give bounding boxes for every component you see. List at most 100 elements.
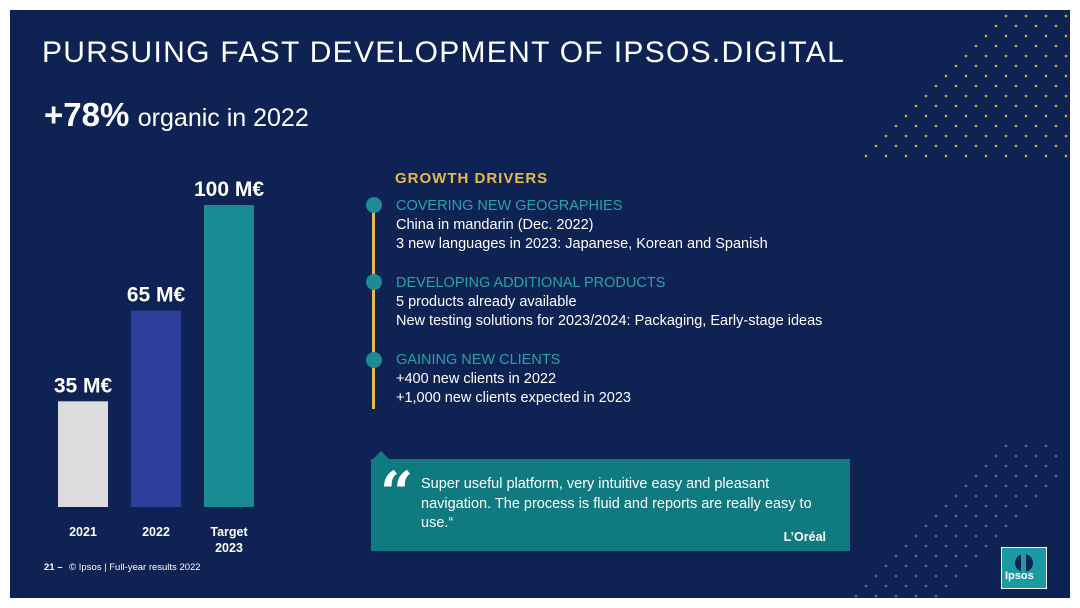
- slide: PURSUING FAST DEVELOPMENT OF IPSOS.DIGIT…: [10, 10, 1070, 598]
- decorative-dot: [1054, 124, 1058, 128]
- decorative-dot: [1024, 444, 1028, 448]
- decorative-dot: [924, 544, 928, 548]
- decorative-dot: [934, 124, 938, 128]
- driver-line: +400 new clients in 2022: [396, 371, 557, 387]
- decorative-dot: [1004, 34, 1008, 38]
- bar-value-label: 35 M€: [54, 374, 113, 397]
- decorative-dot: [984, 134, 988, 138]
- decorative-dot: [954, 64, 958, 68]
- decorative-dot: [1044, 14, 1048, 18]
- decorative-dot: [964, 134, 968, 138]
- decorative-dot: [974, 44, 978, 48]
- driver-line: New testing solutions for 2023/2024: Pac…: [396, 313, 823, 329]
- decorative-dot: [1014, 494, 1018, 498]
- decorative-dot: [1054, 84, 1058, 88]
- decorative-dot: [954, 534, 958, 538]
- decorative-dot: [1054, 24, 1058, 28]
- decorative-dot: [964, 154, 968, 158]
- decorative-dot: [944, 134, 948, 138]
- decorative-dot: [1034, 144, 1038, 148]
- decorative-dot: [894, 144, 898, 148]
- decorative-dot: [884, 564, 888, 568]
- growth-text: organic in 2022: [137, 104, 309, 132]
- decorative-dot: [1014, 64, 1018, 68]
- decorative-dots-bottom: [854, 444, 1058, 598]
- decorative-dot: [954, 104, 958, 108]
- revenue-bar-chart: 35 M€ 2021 65 M€ 2022 100 M€ Target 2023: [54, 178, 265, 555]
- driver-line: +1,000 new clients expected in 2023: [396, 390, 631, 406]
- decorative-dot: [914, 144, 918, 148]
- decorative-dot: [944, 564, 948, 568]
- decorative-dot: [1034, 474, 1038, 478]
- decorative-dot: [954, 124, 958, 128]
- category-label: 2021: [69, 525, 97, 539]
- decorative-dot: [994, 64, 998, 68]
- decorative-dot: [964, 484, 968, 488]
- decorative-dot: [1024, 94, 1028, 98]
- decorative-dot: [924, 584, 928, 588]
- decorative-dot: [1044, 34, 1048, 38]
- decorative-dot: [1064, 54, 1068, 58]
- decorative-dot: [934, 554, 938, 558]
- category-label: 2022: [142, 525, 170, 539]
- decorative-dot: [884, 584, 888, 588]
- decorative-dot: [964, 114, 968, 118]
- decorative-dot: [854, 594, 858, 598]
- slide-title: PURSUING FAST DEVELOPMENT OF IPSOS.DIGIT…: [42, 36, 846, 69]
- decorative-dot: [994, 534, 998, 538]
- decorative-dot: [1024, 54, 1028, 58]
- decorative-dot: [904, 584, 908, 588]
- decorative-dot: [944, 544, 948, 548]
- decorative-dot: [964, 544, 968, 548]
- decorative-dot: [1054, 44, 1058, 48]
- decorative-dot: [1014, 474, 1018, 478]
- decorative-dot: [924, 94, 928, 98]
- driver-geographies: COVERING NEW GEOGRAPHIES China in mandar…: [396, 197, 768, 254]
- decorative-dot: [984, 54, 988, 58]
- decorative-dot: [1004, 134, 1008, 138]
- decorative-dot: [1024, 114, 1028, 118]
- decorative-dot: [1024, 14, 1028, 18]
- decorative-dot: [994, 84, 998, 88]
- decorative-dot: [1064, 34, 1068, 38]
- bar-value-label: 65 M€: [127, 284, 186, 307]
- decorative-dot: [1014, 454, 1018, 458]
- decorative-dot: [984, 544, 988, 548]
- testimonial-text: Super useful platform, very intuitive ea…: [421, 476, 812, 531]
- decorative-dot: [954, 84, 958, 88]
- decorative-dot: [1004, 464, 1008, 468]
- testimonial-box: [371, 459, 850, 551]
- decorative-dot: [984, 504, 988, 508]
- decorative-dot: [994, 514, 998, 518]
- decorative-dot: [964, 564, 968, 568]
- driver-title: DEVELOPING ADDITIONAL PRODUCTS: [396, 275, 666, 291]
- decorative-dot: [924, 564, 928, 568]
- decorative-dot: [1044, 464, 1048, 468]
- decorative-dot: [1034, 44, 1038, 48]
- driver-clients: GAINING NEW CLIENTS +400 new clients in …: [396, 351, 631, 408]
- decorative-dot: [974, 64, 978, 68]
- decorative-dot: [944, 584, 948, 588]
- driver-line: 5 products already available: [396, 294, 577, 310]
- decorative-dot: [1044, 154, 1048, 158]
- decorative-dot: [924, 134, 928, 138]
- decorative-dot: [934, 514, 938, 518]
- decorative-dot: [994, 44, 998, 48]
- decorative-dot: [984, 94, 988, 98]
- decorative-dot: [924, 154, 928, 158]
- decorative-dot: [994, 104, 998, 108]
- decorative-dots-top: [864, 14, 1068, 158]
- decorative-dot: [984, 524, 988, 528]
- decorative-dot: [1064, 114, 1068, 118]
- decorative-dot: [984, 464, 988, 468]
- decorative-dot: [944, 524, 948, 528]
- decorative-dot: [984, 484, 988, 488]
- testimonial-tab: [371, 451, 391, 461]
- decorative-dot: [1064, 94, 1068, 98]
- decorative-dot: [974, 144, 978, 148]
- decorative-dot: [994, 474, 998, 478]
- decorative-dot: [1004, 14, 1008, 18]
- decorative-dot: [914, 534, 918, 538]
- growth-value: +78%: [44, 96, 130, 133]
- decorative-dot: [914, 574, 918, 578]
